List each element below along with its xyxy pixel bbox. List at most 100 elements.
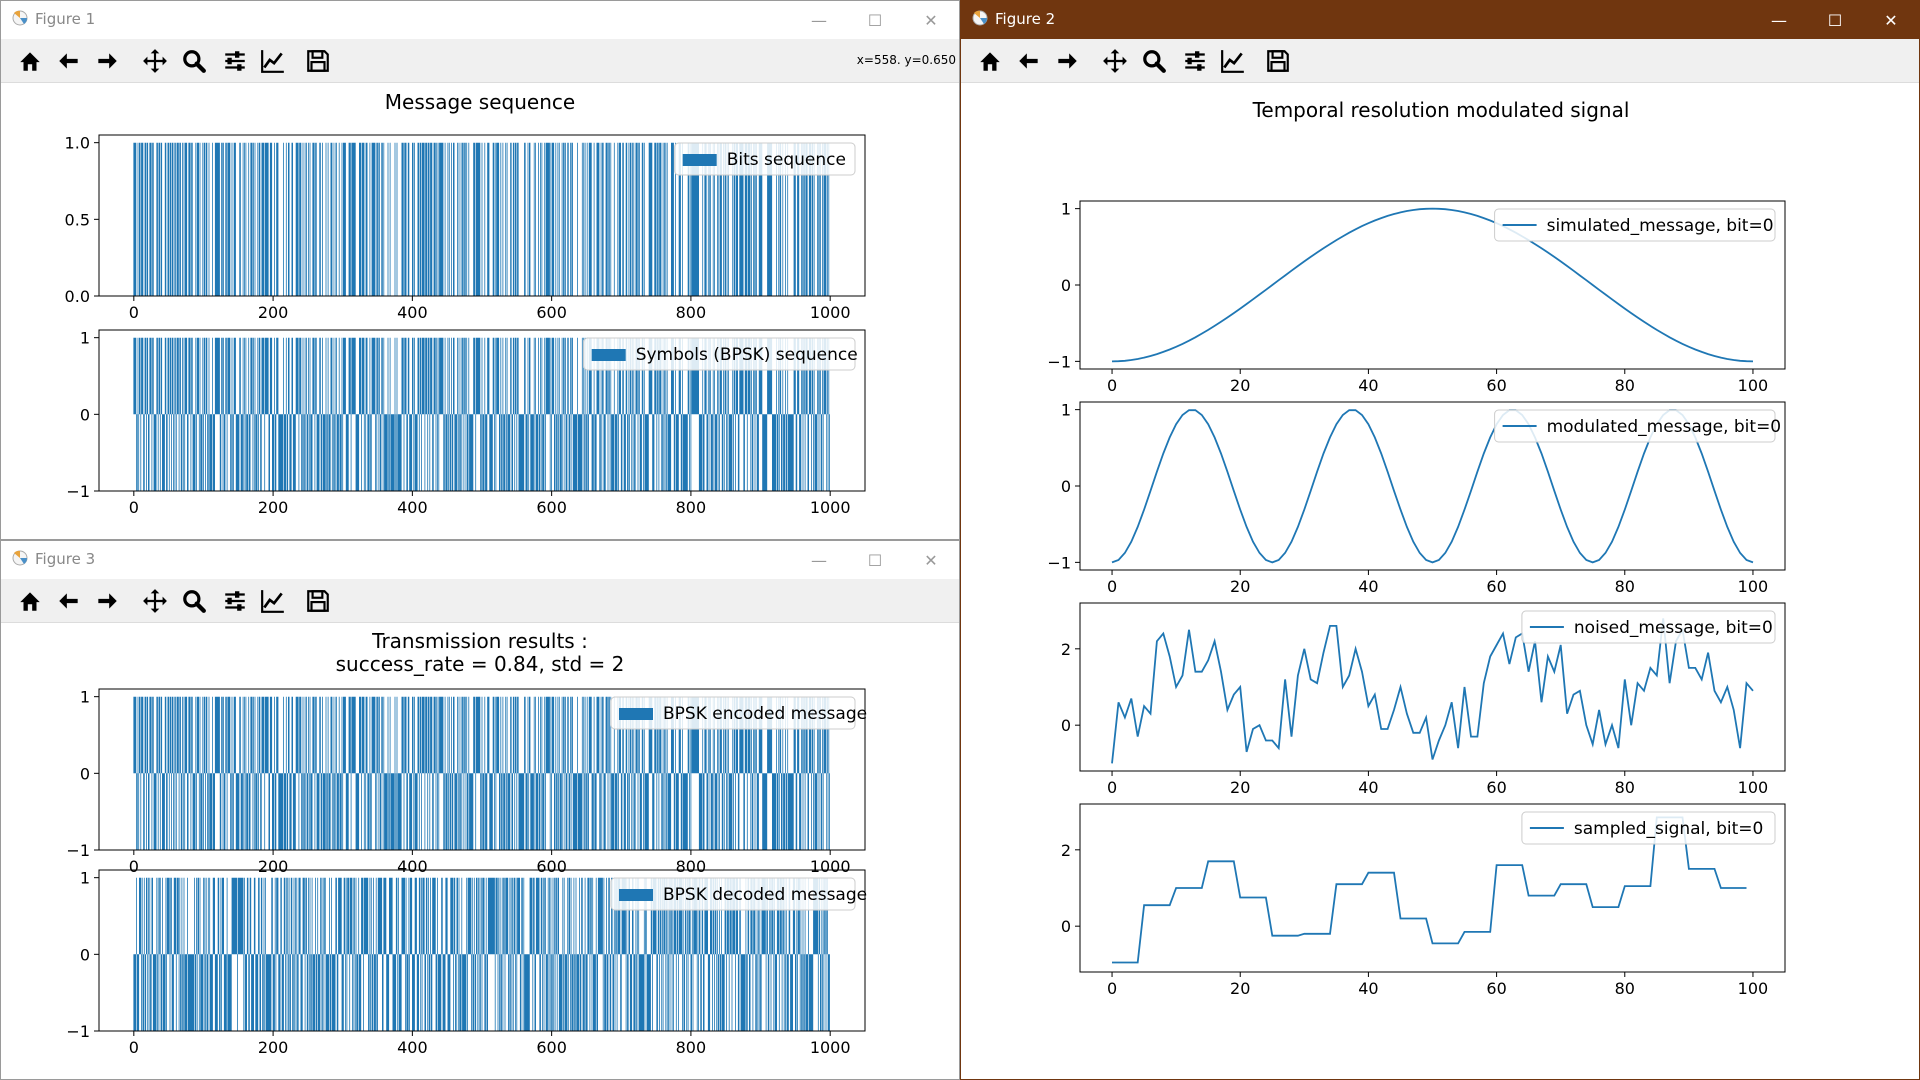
axes-frame [1079,803,1786,973]
x-tick-label: 800 [676,1038,707,1057]
minimize-button[interactable]: — [811,10,827,30]
y-tick-label: 2 [1061,640,1071,659]
forward-arrow-button[interactable] [92,586,122,616]
bits-sequence-axes: 0 200 400 600 800 1000 0.0 0.5 1.0 Bits sequence [65,134,866,322]
figure2-window: Figure 2 — ☐ ✕ Temporal resolution modul… [960,0,1920,1080]
figure2-title: Figure 2 [995,10,1056,28]
save-button[interactable] [1263,46,1293,76]
legend-box [1494,409,1776,443]
legend-box [610,877,856,911]
maximize-button[interactable]: ☐ [1827,10,1843,30]
back-arrow-button[interactable] [54,46,84,76]
forward-arrow-button[interactable] [92,46,122,76]
minimize-button[interactable]: — [811,550,827,570]
back-arrow-button[interactable] [54,586,84,616]
x-tick-label: 0 [129,498,139,517]
bar-series [133,696,830,850]
zoom-button[interactable] [179,46,209,76]
figure3-plot: Transmission results : success_rate = 0.… [66,629,867,1057]
pan-icon [143,49,167,73]
save-button[interactable] [303,586,333,616]
x-tick-label: 0 [129,1038,139,1057]
figure1-window: Figure 1 — ☐ ✕ x=558. y=0.650 Message se… [0,0,960,540]
home-button[interactable] [15,46,45,76]
axes-frame [98,329,866,492]
minimize-button[interactable]: — [1771,10,1787,30]
maximize-button[interactable]: ☐ [867,10,883,30]
legend-swatch [619,889,653,901]
edit-axis-icon [261,590,284,613]
back-arrow-icon [59,53,78,69]
x-tick-label: 0 [1107,577,1117,596]
simulated-message-axes: 0 20 40 60 80 100 −1 0 1 simulated_message, bit=0 [1047,200,1786,395]
back-arrow-button[interactable] [1014,46,1044,76]
legend-box [1494,208,1776,242]
legend-box [1521,610,1776,644]
configure-subplots-icon [1185,51,1205,71]
figure1-canvas: Message sequence 0 200 400 600 800 1000 0.0 0.5… [1,83,959,539]
home-icon [20,52,40,71]
zoom-icon [183,590,206,613]
legend-box [583,337,856,371]
close-button[interactable]: ✕ [1884,10,1898,30]
figure1-titlebar[interactable]: Figure 1 — ☐ ✕ [1,1,959,39]
home-button[interactable] [15,586,45,616]
maximize-button[interactable]: ☐ [867,550,883,570]
figure3-suptitle-line1: Transmission results : [371,629,588,653]
configure-subplots-button[interactable] [220,586,250,616]
x-tick-label: 60 [1486,577,1506,596]
home-icon [20,592,40,611]
zoom-button[interactable] [179,586,209,616]
x-tick-label: 20 [1230,376,1250,395]
x-tick-label: 200 [258,498,289,517]
y-tick-label: 0 [80,945,90,964]
x-tick-label: 80 [1615,979,1635,998]
back-arrow-icon [1019,53,1038,69]
pan-button[interactable] [140,586,170,616]
legend-label: Bits sequence [727,150,846,170]
legend-label: BPSK encoded message [663,704,867,724]
x-tick-label: 400 [397,498,428,517]
y-tick-label: 0 [1061,917,1071,936]
edit-axis-button[interactable] [258,586,288,616]
cursor-coordinates: x=558. y=0.650 [856,53,956,67]
y-tick-label: −1 [66,841,90,860]
x-tick-label: 1000 [810,857,851,876]
legend-swatch [682,154,717,166]
configure-subplots-button[interactable] [1180,46,1210,76]
figure2-canvas: Temporal resolution modulated signal 0 20… [961,83,1919,1079]
forward-arrow-icon [1058,53,1077,69]
edit-axis-button[interactable] [1218,46,1248,76]
forward-arrow-button[interactable] [1052,46,1082,76]
y-tick-label: −1 [66,482,90,501]
x-tick-label: 40 [1358,979,1378,998]
x-tick-label: 100 [1738,376,1769,395]
x-tick-label: 80 [1615,376,1635,395]
x-tick-label: 60 [1486,778,1506,797]
figure3-titlebar[interactable]: Figure 3 — ☐ ✕ [1,541,959,579]
home-button[interactable] [975,46,1005,76]
figure1-plot: Message sequence 0 200 400 600 800 1000 0.0 0.5… [65,90,866,517]
legend-label: sampled_signal, bit=0 [1574,819,1763,839]
zoom-button[interactable] [1139,46,1169,76]
save-button[interactable] [303,46,333,76]
y-tick-label: 1 [1061,200,1071,219]
configure-subplots-button[interactable] [220,46,250,76]
figure3-window: Figure 3 — ☐ ✕ Transmission results : su… [0,540,960,1080]
y-tick-label: −1 [1047,553,1071,572]
x-tick-label: 800 [676,303,707,322]
edit-axis-button[interactable] [258,46,288,76]
close-button[interactable]: ✕ [924,550,938,570]
save-icon [307,50,329,72]
legend-label: simulated_message, bit=0 [1547,216,1774,236]
pan-icon [1103,49,1127,73]
close-button[interactable]: ✕ [924,10,938,30]
pan-icon [143,589,167,613]
figure2-titlebar[interactable]: Figure 2 — ☐ ✕ [961,1,1919,39]
figure2-suptitle: Temporal resolution modulated signal [1252,98,1630,122]
x-tick-label: 60 [1486,376,1506,395]
figure1-suptitle: Message sequence [385,90,575,114]
pan-button[interactable] [140,46,170,76]
x-tick-label: 80 [1615,778,1635,797]
pan-button[interactable] [1100,46,1130,76]
